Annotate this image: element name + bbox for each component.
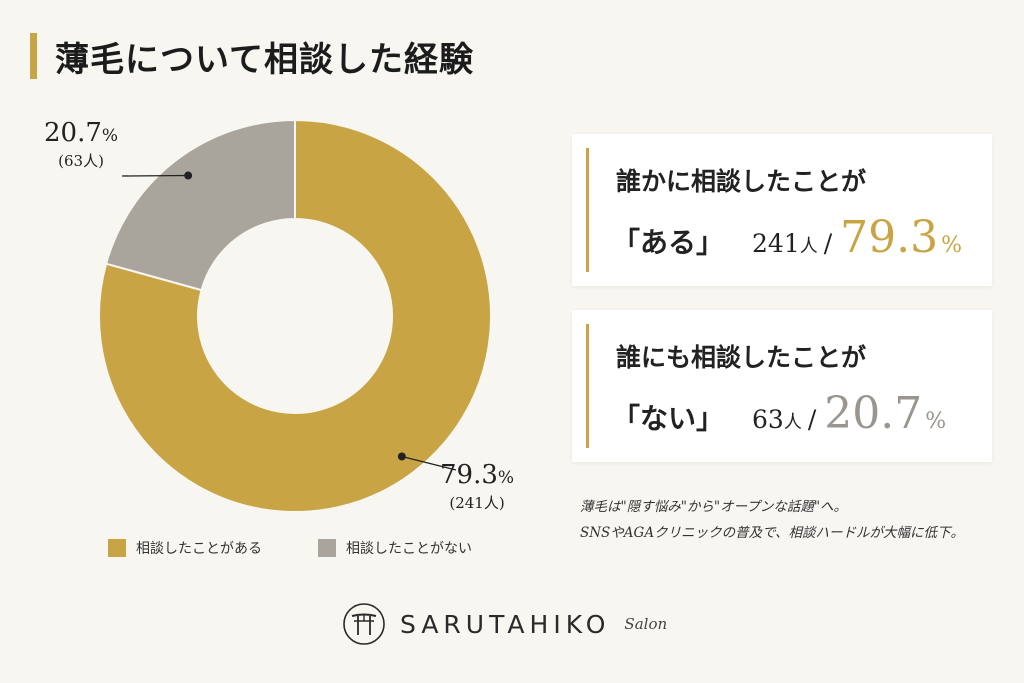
data-label-aru: 79.3% (241人) bbox=[440, 460, 514, 513]
legend-label-aru: 相談したことがある bbox=[136, 541, 262, 557]
legend-item-nai: 相談したことがない bbox=[318, 538, 472, 558]
brand-sub: Salon bbox=[624, 615, 668, 633]
title-accent-bar bbox=[30, 33, 37, 79]
card-figure-line: 「ない」 63 人 / 20.7 % bbox=[612, 388, 946, 439]
donut-slice-nai bbox=[104, 118, 296, 292]
card-count-unit: 人 bbox=[783, 412, 802, 433]
brand-name: SARUTAHIKO bbox=[400, 609, 611, 639]
data-label-nai: 20.7% (63人) bbox=[44, 118, 118, 171]
pct-sign: % bbox=[497, 468, 515, 488]
page-title: 薄毛について相談した経験 bbox=[55, 39, 474, 80]
summary-card-nai: 誰にも相談したことが 「ない」 63 人 / 20.7 % bbox=[572, 310, 992, 462]
page-title-block: 薄毛について相談した経験 bbox=[30, 32, 474, 80]
data-label-nai-count: (63人) bbox=[58, 152, 104, 170]
data-label-aru-pct: 79.3 bbox=[440, 460, 498, 490]
card-heading: 誰かに相談したことが bbox=[616, 167, 867, 196]
legend-swatch-aru bbox=[108, 539, 126, 557]
card-pct-sign: % bbox=[941, 233, 963, 258]
card-count: 63 bbox=[752, 405, 784, 434]
legend-item-aru: 相談したことがある bbox=[108, 538, 262, 558]
card-percentage: 20.7 bbox=[824, 388, 923, 439]
card-accent-bar bbox=[586, 324, 589, 448]
card-slash: / bbox=[807, 405, 817, 434]
leader-line bbox=[401, 455, 457, 471]
card-figure-line: 「ある」 241 人 / 79.3 % bbox=[612, 212, 962, 263]
card-keyword: 「ある」 bbox=[612, 226, 725, 259]
torii-gate-icon bbox=[343, 603, 385, 645]
chart-legend: 相談したことがある 相談したことがない bbox=[108, 538, 472, 558]
card-accent-bar bbox=[586, 148, 589, 272]
summary-card-aru: 誰かに相談したことが 「ある」 241 人 / 79.3 % bbox=[572, 134, 992, 286]
card-count-unit: 人 bbox=[799, 236, 818, 257]
data-label-aru-count: (241人) bbox=[449, 494, 505, 512]
card-percentage: 79.3 bbox=[840, 212, 939, 263]
note-line-2: SNSやAGAクリニックの普及で、相談ハードルが大幅に低下。 bbox=[580, 525, 965, 541]
card-heading: 誰にも相談したことが bbox=[616, 343, 867, 372]
card-keyword: 「ない」 bbox=[612, 402, 725, 435]
card-pct-sign: % bbox=[925, 409, 947, 434]
legend-swatch-nai bbox=[318, 539, 336, 557]
card-count: 241 bbox=[752, 229, 800, 258]
legend-label-nai: 相談したことがない bbox=[346, 541, 472, 557]
note-line-1: 薄毛は"隠す悩み"から"オープンな話題"へ。 bbox=[580, 499, 848, 515]
data-label-nai-pct: 20.7 bbox=[44, 118, 102, 148]
card-slash: / bbox=[823, 229, 833, 258]
commentary-note: 薄毛は"隠す悩み"から"オープンな話題"へ。 SNSやAGAクリニックの普及で、… bbox=[580, 494, 964, 546]
pct-sign: % bbox=[101, 126, 119, 146]
donut-slice-aru bbox=[98, 118, 492, 513]
brand-footer: SARUTAHIKO Salon bbox=[342, 602, 667, 646]
